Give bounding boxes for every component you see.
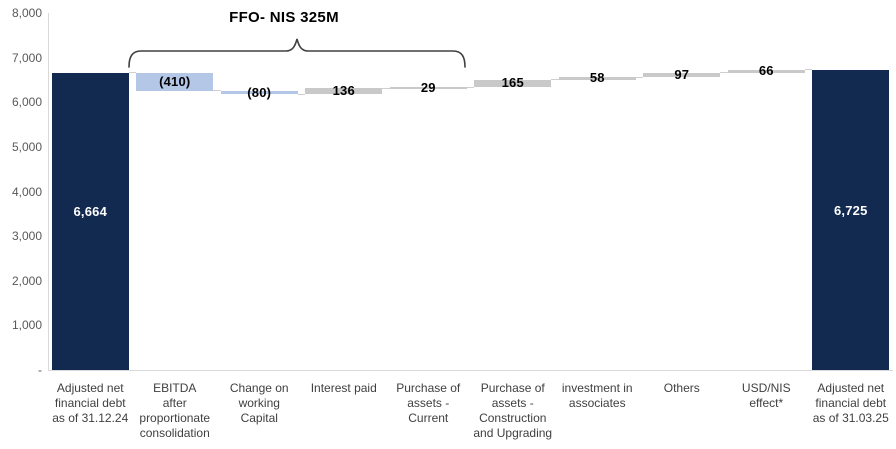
category-label: Adjusted net financial debt as of 31.12.… bbox=[52, 381, 129, 425]
waterfall-bar bbox=[558, 77, 636, 80]
bar-value-label: 6,725 bbox=[833, 202, 868, 218]
category-label: investment in associates bbox=[561, 381, 633, 410]
connector-line bbox=[213, 90, 221, 92]
category-label: EBITDA after proportionate consolidation bbox=[139, 381, 211, 440]
bar-value-label: 29 bbox=[420, 79, 436, 95]
bar-value-label: 136 bbox=[332, 83, 355, 99]
connector-line bbox=[720, 72, 728, 74]
bar-value-label: (80) bbox=[247, 84, 272, 100]
y-tick-label: 1,000 bbox=[11, 318, 42, 333]
waterfall-bar bbox=[136, 72, 214, 91]
category-label: Purchase of assets - Current bbox=[396, 381, 461, 425]
category-label: Adjusted net financial debt as of 31.03.… bbox=[812, 381, 889, 425]
connector-line bbox=[804, 69, 813, 71]
bar-value-label: 6,664 bbox=[73, 204, 108, 220]
y-axis-line bbox=[48, 13, 49, 370]
bar-value-label: 97 bbox=[674, 67, 690, 82]
y-tick-label: 4,000 bbox=[11, 184, 42, 199]
connector-line bbox=[551, 79, 559, 81]
waterfall-bar bbox=[305, 88, 383, 95]
x-axis-line bbox=[48, 370, 893, 371]
waterfall-bar bbox=[220, 90, 298, 95]
connector-line bbox=[635, 76, 644, 78]
ffo-bracket-path bbox=[128, 38, 466, 68]
bar-value-label: 165 bbox=[501, 75, 524, 91]
y-tick-label: 2,000 bbox=[11, 273, 42, 288]
bar-value-label: 58 bbox=[589, 70, 605, 86]
category-label: Others bbox=[663, 381, 700, 395]
category-label: Interest paid bbox=[310, 381, 377, 395]
y-tick-label: 8,000 bbox=[11, 6, 42, 20]
bar-value-label: 66 bbox=[758, 63, 774, 79]
y-tick-label: 3,000 bbox=[11, 229, 42, 244]
bar-value-label: (410) bbox=[159, 73, 191, 89]
connector-line bbox=[382, 87, 390, 89]
waterfall-bar bbox=[643, 72, 721, 78]
y-tick-label: 5,000 bbox=[11, 139, 42, 154]
ffo-annotation-label: FFO- NIS 325M bbox=[229, 9, 339, 26]
y-tick-label: - bbox=[38, 363, 42, 377]
category-label: Purchase of assets - Construction and Up… bbox=[473, 381, 553, 440]
connector-line bbox=[128, 72, 137, 74]
waterfall-bar bbox=[812, 69, 890, 370]
waterfall-bar bbox=[727, 69, 805, 73]
category-label: USD/NIS effect* bbox=[741, 381, 791, 410]
connector-line bbox=[466, 86, 475, 88]
y-tick-label: 6,000 bbox=[11, 95, 42, 110]
waterfall-bar bbox=[389, 87, 467, 89]
category-label: Change on working Capital bbox=[229, 381, 289, 425]
waterfall-bar bbox=[51, 72, 129, 370]
waterfall-bar bbox=[474, 79, 552, 88]
connector-line bbox=[297, 93, 306, 95]
y-tick-label: 7,000 bbox=[11, 50, 42, 65]
